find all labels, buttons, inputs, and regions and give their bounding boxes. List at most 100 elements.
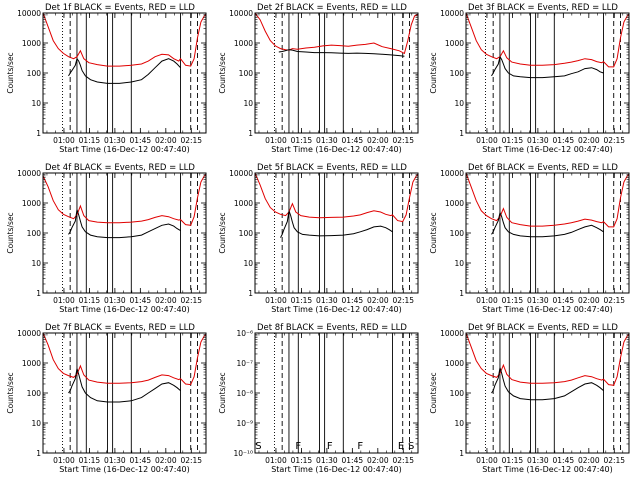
x-tick-label: 01:00 [53, 136, 75, 145]
y-axis-label: Counts/sec [6, 372, 15, 413]
axes-frame [254, 12, 419, 134]
y-tick-label: 10000 [440, 169, 464, 178]
x-tick-label: 01:30 [104, 136, 126, 145]
x-tick-label: 02:15 [603, 136, 625, 145]
y-tick-label: 1000 [445, 359, 464, 368]
axes-frame [465, 332, 630, 454]
x-tick-label: 01:15 [502, 136, 524, 145]
y-tick-label: 100 [239, 69, 254, 78]
x-tick-label: 01:15 [291, 456, 313, 465]
x-tick-label: 02:15 [392, 296, 414, 305]
x-tick-label: 01:45 [553, 296, 575, 305]
x-axis-label: Start Time (16-Dec-12 00:47:40) [271, 305, 402, 314]
y-axis-label: Counts/sec [6, 52, 15, 93]
y-tick-label: 100 [27, 229, 42, 238]
series-events [491, 55, 604, 79]
panel-det-3f: Det 3f BLACK = Events, RED = LLD 1 10 100 10… [429, 3, 630, 154]
y-tick-label: 10 [31, 419, 41, 428]
x-tick-label: 02:00 [578, 136, 600, 145]
y-tick-label: 10⁻⁷ [236, 359, 253, 368]
plot-area [43, 173, 206, 293]
y-tick-label: 10000 [229, 9, 253, 18]
x-tick-label: 01:15 [502, 296, 524, 305]
y-tick-label: 10 [454, 419, 464, 428]
series-events [68, 368, 181, 403]
axes-frame [42, 172, 207, 294]
x-tick-label: 02:00 [155, 456, 177, 465]
y-axis-label: Counts/sec [429, 372, 438, 413]
series-lld [466, 173, 629, 228]
panel-det-5f: Det 5f BLACK = Events, RED = LLD 1 10 100 10… [218, 163, 419, 314]
plot-area [466, 333, 629, 453]
y-axis-label: Counts/sec [6, 212, 15, 253]
x-tick-label: 02:00 [367, 136, 389, 145]
y-tick-label: 10000 [17, 329, 41, 338]
x-tick-label: 01:00 [265, 296, 287, 305]
panel-det-7f: Det 7f BLACK = Events, RED = LLD 1 10 100 10… [6, 323, 207, 474]
y-tick-label: 10 [31, 99, 41, 108]
x-tick-label: 01:00 [265, 136, 287, 145]
y-tick-label: 100 [27, 69, 42, 78]
y-tick-label: 10⁻⁹ [236, 419, 253, 428]
x-tick-label: 02:00 [155, 136, 177, 145]
x-tick-label: 02:00 [155, 296, 177, 305]
panel-title: Det 5f BLACK = Events, RED = LLD [257, 163, 407, 173]
x-tick-label: 01:15 [291, 296, 313, 305]
x-tick-label: 01:45 [130, 136, 152, 145]
panel-title: Det 9f BLACK = Events, RED = LLD [468, 323, 618, 333]
series-lld [255, 173, 418, 223]
x-tick-label: 01:00 [265, 456, 287, 465]
series-lld [466, 333, 629, 386]
x-tick-label: 01:30 [104, 456, 126, 465]
x-tick-label: 01:30 [316, 456, 338, 465]
x-tick-label: 01:00 [476, 296, 498, 305]
axes-frame [465, 12, 630, 134]
x-axis-label: Start Time (16-Dec-12 00:47:40) [271, 145, 402, 154]
panel-title: Det 4f BLACK = Events, RED = LLD [45, 163, 195, 173]
x-tick-label: 02:00 [578, 456, 600, 465]
y-tick-label: 1 [459, 449, 464, 458]
x-tick-label: 02:15 [392, 136, 414, 145]
annotation-label: F [357, 441, 363, 452]
x-tick-label: 02:15 [392, 456, 414, 465]
x-tick-label: 02:00 [367, 296, 389, 305]
x-axis-label: Start Time (16-Dec-12 00:47:40) [482, 145, 613, 154]
y-tick-label: 1 [459, 289, 464, 298]
series-lld [43, 13, 206, 67]
y-tick-label: 10 [454, 99, 464, 108]
axes-frame [42, 12, 207, 134]
y-tick-label: 10000 [440, 329, 464, 338]
x-tick-label: 01:45 [342, 136, 364, 145]
y-tick-label: 10⁻⁸ [236, 389, 253, 398]
x-axis-label: Start Time (16-Dec-12 00:47:40) [482, 305, 613, 314]
y-tick-label: 1000 [234, 39, 253, 48]
y-tick-label: 1 [459, 129, 464, 138]
panel-title: Det 2f BLACK = Events, RED = LLD [257, 3, 407, 13]
panel-det-4f: Det 4f BLACK = Events, RED = LLD 1 10 100 10… [6, 163, 207, 314]
y-tick-label: 10 [243, 259, 253, 268]
x-axis-label: Start Time (16-Dec-12 00:47:40) [271, 465, 402, 474]
y-tick-label: 10000 [17, 169, 41, 178]
plot-area [466, 13, 629, 133]
y-tick-label: 100 [239, 229, 254, 238]
y-axis-label: Counts/sec [218, 372, 227, 413]
x-tick-label: 01:45 [553, 136, 575, 145]
y-tick-label: 1000 [22, 199, 41, 208]
series-events [280, 210, 393, 238]
x-axis-label: Start Time (16-Dec-12 00:47:40) [59, 145, 190, 154]
x-tick-label: 01:30 [527, 136, 549, 145]
axes-frame [42, 332, 207, 454]
x-tick-label: 02:00 [578, 296, 600, 305]
panel-title: Det 6f BLACK = Events, RED = LLD [468, 163, 618, 173]
y-tick-label: 1000 [234, 199, 253, 208]
y-tick-label: 100 [450, 69, 465, 78]
annotation-label: F [327, 441, 333, 452]
series-lld [255, 13, 418, 55]
y-axis-label: Counts/sec [218, 212, 227, 253]
x-tick-label: 01:15 [79, 136, 101, 145]
x-tick-label: 01:45 [130, 296, 152, 305]
y-tick-label: 1 [36, 129, 41, 138]
axes-frame [254, 332, 419, 454]
x-tick-label: 01:30 [104, 296, 126, 305]
